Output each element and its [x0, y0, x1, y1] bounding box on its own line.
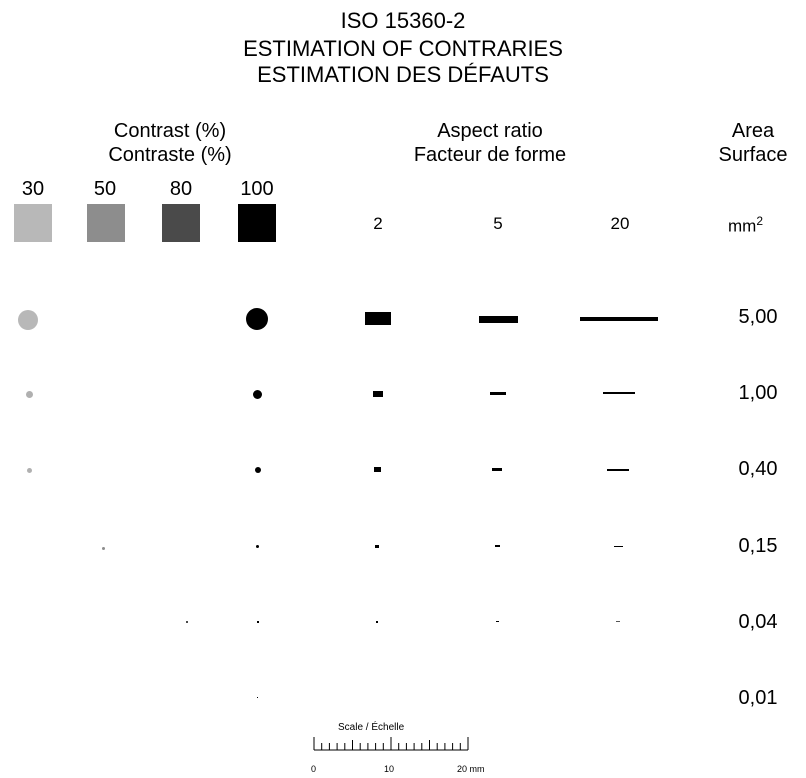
- area-value-5: 5,00: [738, 306, 778, 328]
- bar-ratio2-area-1: [373, 391, 383, 397]
- contrast-heading-en: Contrast (%): [113, 120, 227, 142]
- contrast-level-80: 80: [169, 178, 193, 200]
- contrast-heading-fr: Contraste (%): [108, 144, 232, 166]
- area-unit-exponent: 2: [756, 214, 764, 228]
- dot-contrast100-area-040: [255, 467, 261, 473]
- area-heading-fr: Surface: [718, 144, 788, 166]
- bar-ratio5-area-004: [496, 621, 499, 622]
- dot-contrast30-area-040: [27, 468, 32, 473]
- contrast-swatch-80: [162, 204, 200, 242]
- contrast-level-100: 100: [240, 178, 274, 200]
- area-value-040: 0,40: [738, 458, 778, 480]
- title-line-2: ESTIMATION OF CONTRARIES: [243, 36, 563, 61]
- area-heading-en: Area: [731, 120, 775, 142]
- dot-contrast80-area-004: [186, 621, 188, 623]
- dot-contrast30-area-1: [26, 391, 33, 398]
- area-value-1: 1,00: [738, 382, 778, 404]
- bar-ratio20-area-015: [614, 546, 623, 547]
- bar-ratio5-area-015: [495, 545, 500, 547]
- bar-ratio20-area-1: [603, 392, 635, 394]
- scale-tick-0: 0: [311, 764, 317, 774]
- area-value-001: 0,01: [738, 687, 778, 709]
- bar-ratio5-area-1: [490, 392, 506, 395]
- aspect-ratio-2: 2: [373, 214, 383, 233]
- contrast-swatch-50: [87, 204, 125, 242]
- bar-ratio5-area-5: [479, 316, 518, 323]
- scale-tick-20: 20 mm: [457, 764, 485, 774]
- dot-contrast30-area-5: [18, 310, 38, 330]
- aspect-heading-en: Aspect ratio: [437, 120, 543, 142]
- contrast-level-30: 30: [21, 178, 45, 200]
- contrast-swatch-100: [238, 204, 276, 242]
- contrast-swatch-30: [14, 204, 52, 242]
- bar-ratio2-area-004: [376, 621, 378, 623]
- bar-ratio20-area-5: [580, 317, 658, 321]
- scale-tick-10: 10: [384, 764, 395, 774]
- contrast-level-50: 50: [93, 178, 117, 200]
- dot-contrast100-area-1: [253, 390, 262, 399]
- dot-contrast100-area-004: [257, 621, 259, 623]
- dot-contrast50-area-015: [102, 547, 105, 550]
- bar-ratio2-area-015: [375, 545, 379, 548]
- bar-ratio2-area-040: [374, 467, 381, 472]
- area-value-004: 0,04: [738, 611, 778, 633]
- aspect-ratio-5: 5: [493, 214, 503, 233]
- aspect-ratio-20: 20: [610, 214, 630, 233]
- title-line-1: ISO 15360-2: [340, 8, 466, 33]
- dot-contrast100-area-015: [256, 545, 259, 548]
- bar-ratio20-area-040: [607, 469, 629, 471]
- bar-ratio20-area-004: [616, 621, 620, 622]
- scale-label: Scale / Échelle: [338, 722, 405, 733]
- area-unit-text: mm: [728, 216, 757, 236]
- area-unit: mm2: [728, 214, 763, 237]
- aspect-heading-fr: Facteur de forme: [413, 144, 567, 166]
- title-line-3: ESTIMATION DES DÉFAUTS: [257, 62, 549, 87]
- bar-ratio2-area-5: [365, 312, 391, 325]
- dot-contrast100-area-5: [246, 308, 268, 330]
- bar-ratio5-area-040: [492, 468, 502, 471]
- scale-bar: [313, 737, 469, 751]
- scale-ruler: [313, 737, 469, 751]
- area-value-015: 0,15: [738, 535, 778, 557]
- dot-contrast100-area-001: [257, 697, 258, 698]
